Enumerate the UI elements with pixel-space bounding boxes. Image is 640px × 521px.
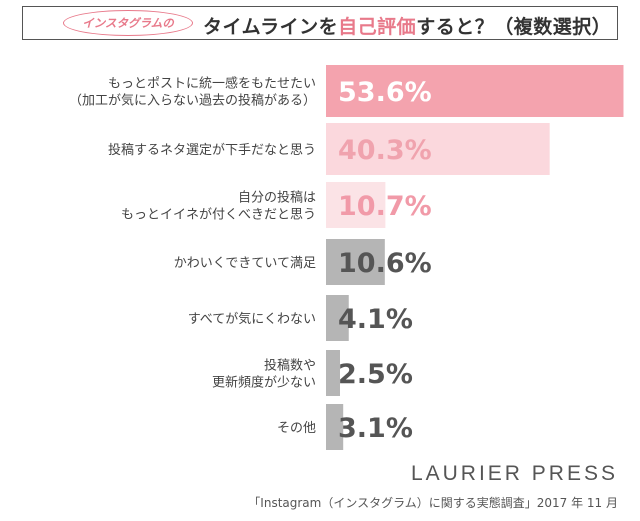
category-label-6-0: その他 xyxy=(277,421,316,436)
value-label-0: 53.6% xyxy=(338,77,432,108)
source-caption: 「Instagram（インスタグラム）に関する実態調査」2017 年 11 月 xyxy=(248,496,618,510)
value-label-1: 40.3% xyxy=(338,135,432,166)
bar-2 xyxy=(326,182,386,228)
brand-logo-text: LAURIER PRESS xyxy=(410,462,618,485)
category-label-3-0: かわいくできていて満足 xyxy=(174,256,316,271)
bar-3 xyxy=(326,239,385,285)
category-label-0-1: （加工が気に入らない過去の投稿がある） xyxy=(69,93,316,109)
value-label-4: 4.1% xyxy=(338,304,413,335)
bar-4 xyxy=(326,295,349,341)
value-label-2: 10.7% xyxy=(338,191,432,222)
category-label-5-0: 投稿数や xyxy=(264,358,316,374)
title-pre: タイムラインを xyxy=(203,16,339,38)
bar-0 xyxy=(326,65,624,117)
chart-title-box: インスタグラムの タイムラインを自己評価すると？（複数選択） xyxy=(22,6,618,40)
chart-title: タイムラインを自己評価すると？（複数選択） xyxy=(203,12,611,39)
bar-5 xyxy=(326,350,340,396)
category-label-0-0: もっとポストに統一感をもたせたい xyxy=(108,76,316,92)
category-label-1-0: 投稿するネタ選定が下手だなと思う xyxy=(108,142,316,158)
bar-6 xyxy=(326,404,344,450)
bar-1 xyxy=(326,123,550,175)
bar-chart: 53.6% もっとポストに統一感をもたせたい（加工が気に入らない過去の投稿がある）… xyxy=(69,65,624,450)
title-highlight: 自己評価 xyxy=(338,16,417,38)
value-label-5: 2.5% xyxy=(338,359,413,390)
category-label-2-0: 自分の投稿は xyxy=(238,190,316,206)
value-label-6: 3.1% xyxy=(338,413,413,444)
value-label-3: 10.6% xyxy=(338,248,432,279)
title-pill: インスタグラムの xyxy=(63,10,193,36)
category-label-2-1: もっとイイネが付くべきだと思う xyxy=(121,208,316,223)
category-label-5-1: 更新頻度が少ない xyxy=(212,375,316,391)
title-post: すると？（複数選択） xyxy=(416,16,612,38)
category-label-4-0: すべてが気にくわない xyxy=(188,311,316,327)
